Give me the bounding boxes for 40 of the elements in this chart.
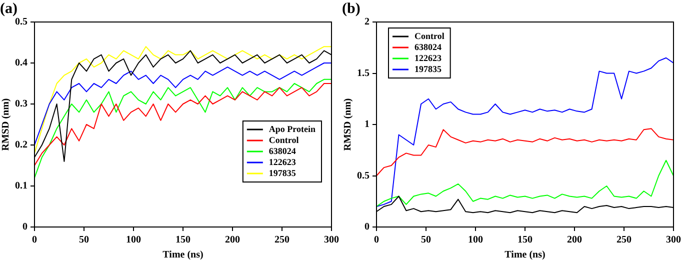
y-tick-label: 0.5	[357, 170, 370, 182]
legend-label: Control	[268, 134, 300, 145]
x-tick-label: 150	[176, 234, 190, 246]
x-tick-label: 50	[79, 234, 89, 246]
x-tick-label: 50	[421, 234, 431, 246]
y-tick-label: 0.3	[15, 98, 28, 110]
x-axis-title: Time (ns)	[504, 250, 546, 261]
y-tick-label: 0	[364, 222, 370, 233]
y-tick-label: 1	[364, 119, 370, 130]
x-tick-label: 150	[518, 234, 532, 246]
legend-label: 122623	[414, 52, 442, 63]
x-tick-label: 250	[274, 234, 290, 246]
x-tick-label: 0	[32, 234, 37, 246]
x-tick-label: 200	[225, 234, 240, 246]
x-tick-label: 250	[616, 234, 632, 246]
y-tick-label: 0.2	[15, 140, 28, 151]
legend-label: 638024	[268, 146, 296, 156]
chart-title: (b)	[342, 0, 360, 17]
y-axis-title: RMSD (nm)	[342, 98, 354, 151]
legend-label: 122623	[268, 156, 296, 167]
legend-label: 638024	[414, 42, 442, 52]
x-axis-title: Time (ns)	[162, 250, 204, 261]
x-tick-label: 300	[666, 234, 681, 246]
x-tick-label: 200	[567, 234, 582, 246]
chart-title: (a)	[0, 0, 18, 17]
legend-label: Apo Protein	[268, 124, 316, 134]
x-tick-label: 0	[374, 234, 379, 246]
x-tick-label: 300	[324, 234, 339, 246]
y-tick-label: 0	[22, 222, 28, 233]
y-tick-label: 0.5	[15, 16, 28, 28]
legend-label: 197835	[414, 64, 442, 74]
y-tick-label: 0.4	[15, 58, 28, 69]
legend-label: 197835	[268, 168, 296, 178]
x-tick-label: 100	[468, 234, 483, 246]
y-axis-title: RMSD (nm)	[0, 98, 12, 151]
y-tick-label: 0.1	[15, 180, 28, 192]
y-tick-label: 2	[364, 16, 370, 28]
y-tick-label: 1.5	[357, 68, 370, 79]
x-tick-label: 100	[126, 234, 141, 246]
legend-label: Control	[414, 30, 445, 41]
